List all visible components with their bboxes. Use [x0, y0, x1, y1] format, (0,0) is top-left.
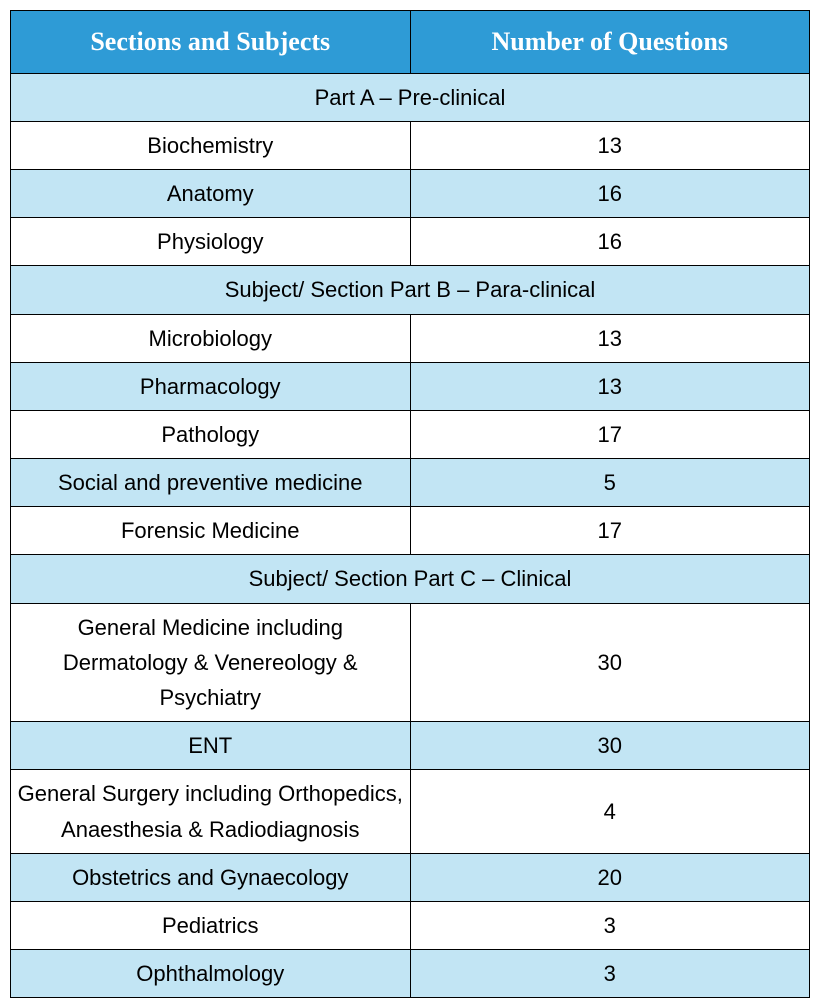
- col-header-sections: Sections and Subjects: [11, 11, 411, 74]
- subject-cell: General Surgery including Orthopedics, A…: [11, 770, 411, 853]
- questions-cell: 30: [410, 603, 810, 722]
- table-row: Physiology16: [11, 218, 810, 266]
- subject-cell: Physiology: [11, 218, 411, 266]
- table-row: Biochemistry13: [11, 121, 810, 169]
- subject-cell: Ophthalmology: [11, 950, 411, 998]
- section-row: Part A – Pre-clinical: [11, 73, 810, 121]
- questions-cell: 13: [410, 314, 810, 362]
- questions-cell: 13: [410, 362, 810, 410]
- subject-cell: Pediatrics: [11, 901, 411, 949]
- subject-cell: Microbiology: [11, 314, 411, 362]
- table-body: Part A – Pre-clinicalBiochemistry13Anato…: [11, 73, 810, 998]
- questions-cell: 13: [410, 121, 810, 169]
- questions-cell: 17: [410, 410, 810, 458]
- table-row: General Medicine including Dermatology &…: [11, 603, 810, 722]
- questions-cell: 17: [410, 507, 810, 555]
- subject-cell: Social and preventive medicine: [11, 459, 411, 507]
- subject-cell: Forensic Medicine: [11, 507, 411, 555]
- questions-cell: 4: [410, 770, 810, 853]
- section-row: Subject/ Section Part C – Clinical: [11, 555, 810, 603]
- questions-cell: 3: [410, 901, 810, 949]
- subject-cell: Obstetrics and Gynaecology: [11, 853, 411, 901]
- table-row: ENT30: [11, 722, 810, 770]
- subject-cell: Anatomy: [11, 169, 411, 217]
- section-label: Subject/ Section Part B – Para-clinical: [11, 266, 810, 314]
- header-row: Sections and Subjects Number of Question…: [11, 11, 810, 74]
- table-row: Pharmacology13: [11, 362, 810, 410]
- questions-cell: 16: [410, 169, 810, 217]
- questions-cell: 30: [410, 722, 810, 770]
- section-label: Subject/ Section Part C – Clinical: [11, 555, 810, 603]
- subject-cell: Biochemistry: [11, 121, 411, 169]
- questions-cell: 16: [410, 218, 810, 266]
- table-row: Microbiology13: [11, 314, 810, 362]
- section-label: Part A – Pre-clinical: [11, 73, 810, 121]
- questions-cell: 3: [410, 950, 810, 998]
- questions-cell: 5: [410, 459, 810, 507]
- col-header-questions: Number of Questions: [410, 11, 810, 74]
- subject-cell: General Medicine including Dermatology &…: [11, 603, 411, 722]
- section-row: Subject/ Section Part B – Para-clinical: [11, 266, 810, 314]
- table-row: Pathology17: [11, 410, 810, 458]
- subject-cell: Pharmacology: [11, 362, 411, 410]
- table-row: Pediatrics3: [11, 901, 810, 949]
- subject-cell: ENT: [11, 722, 411, 770]
- subject-cell: Pathology: [11, 410, 411, 458]
- table-row: Ophthalmology3: [11, 950, 810, 998]
- table-row: General Surgery including Orthopedics, A…: [11, 770, 810, 853]
- table-row: Social and preventive medicine5: [11, 459, 810, 507]
- table-row: Obstetrics and Gynaecology20: [11, 853, 810, 901]
- questions-cell: 20: [410, 853, 810, 901]
- subjects-table: Sections and Subjects Number of Question…: [10, 10, 810, 998]
- table-row: Anatomy16: [11, 169, 810, 217]
- table-row: Forensic Medicine17: [11, 507, 810, 555]
